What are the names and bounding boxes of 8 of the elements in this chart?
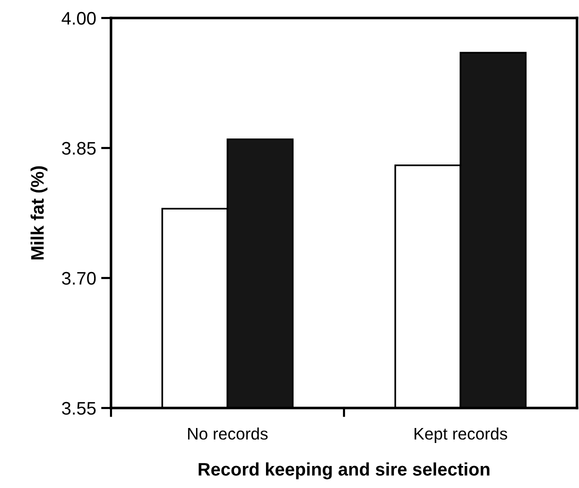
y-tick-label: 4.00: [62, 12, 96, 25]
x-tick-label: Kept records: [414, 427, 508, 443]
x-axis-title: Record keeping and sire selection: [198, 462, 490, 480]
y-tick-label: 3.85: [62, 142, 96, 155]
x-tick-label: No records: [188, 427, 268, 440]
y-axis-title: Milk fat (%): [30, 166, 48, 260]
y-tick-label: 3.70: [62, 272, 96, 285]
y-tick-label: 3.55: [62, 402, 96, 415]
